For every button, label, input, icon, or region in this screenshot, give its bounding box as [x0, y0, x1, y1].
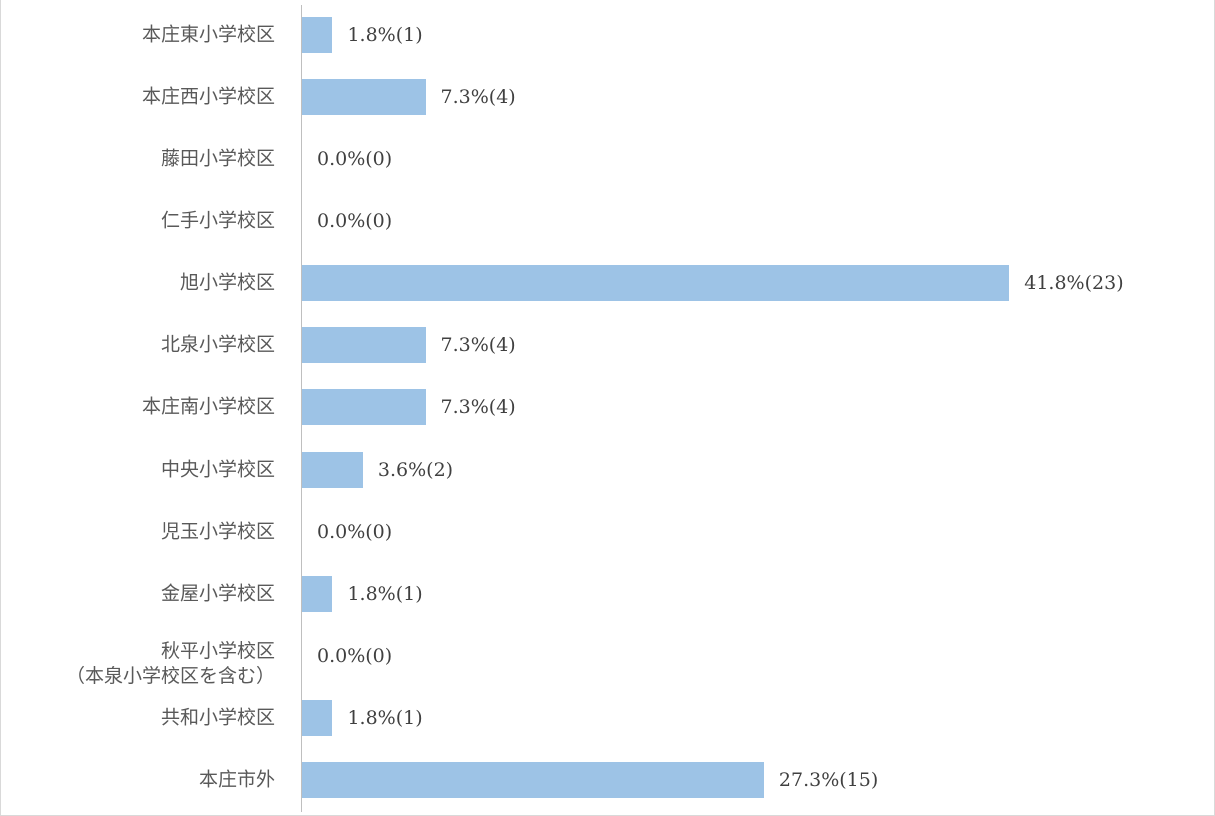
- bar: [302, 699, 333, 736]
- value-label: 7.3%(4): [440, 86, 516, 109]
- bar: [302, 265, 1010, 302]
- category-label: 本庄市外: [198, 768, 275, 791]
- bar: [302, 327, 426, 364]
- bar: [302, 761, 764, 798]
- value-label: 0.0%(0): [317, 644, 393, 667]
- bar: [302, 79, 426, 116]
- category-label: 北泉小学校区: [160, 333, 275, 356]
- value-label: 1.8%(1): [347, 706, 423, 729]
- value-label: 3.6%(2): [377, 458, 454, 481]
- category-label: 旭小学校区: [179, 271, 275, 294]
- category-label: 中央小学校区: [160, 458, 275, 481]
- category-label: 共和小学校区: [160, 706, 275, 729]
- value-label: 0.0%(0): [317, 210, 393, 233]
- bar: [302, 451, 363, 488]
- bar: [302, 575, 333, 612]
- value-label: 41.8%(23): [1024, 272, 1124, 295]
- value-label: 1.8%(1): [347, 582, 423, 605]
- value-label: 27.3%(15): [778, 768, 879, 791]
- bar: [302, 389, 426, 426]
- value-label: 0.0%(0): [317, 520, 393, 543]
- category-label: 本庄南小学校区: [141, 395, 275, 418]
- value-label: 7.3%(4): [440, 334, 516, 357]
- value-label: 7.3%(4): [440, 396, 516, 419]
- axis-line: [301, 5, 302, 812]
- value-label: 1.8%(1): [347, 24, 423, 46]
- category-label: 秋平小学校区 （本泉小学校区を含む）: [65, 639, 275, 687]
- category-label: 児玉小学校区: [160, 520, 275, 543]
- category-label: 本庄東小学校区: [141, 23, 275, 46]
- category-label: 藤田小学校区: [160, 147, 275, 170]
- category-label: 金屋小学校区: [160, 582, 275, 605]
- value-label: 0.0%(0): [317, 148, 393, 171]
- category-label: 仁手小学校区: [160, 209, 275, 232]
- bar: [302, 17, 333, 53]
- category-label: 本庄西小学校区: [141, 85, 275, 108]
